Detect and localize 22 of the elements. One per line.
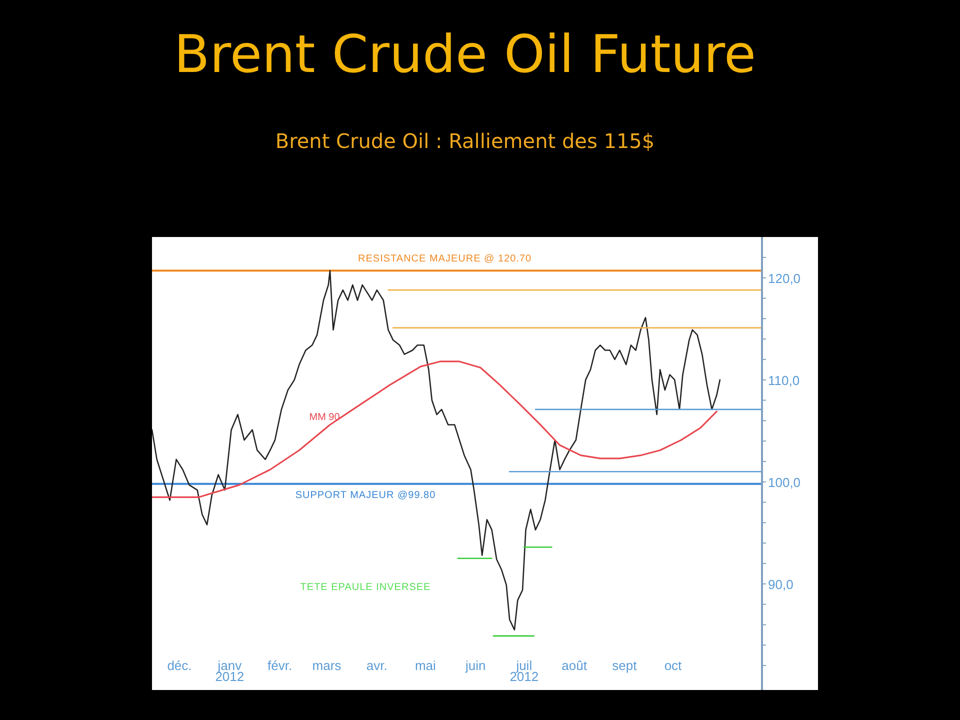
- y-tick-label: 90,0: [768, 576, 794, 592]
- x-tick-label: oct: [664, 658, 682, 673]
- y-tick-label: 100,0: [768, 474, 801, 490]
- chart-title: Brent Crude Oil Future: [174, 25, 756, 85]
- x-tick-label: juil 2012: [510, 658, 539, 684]
- x-tick-label: déc.: [167, 658, 192, 673]
- line-series: [152, 270, 721, 630]
- x-tick-label: avr.: [366, 658, 388, 673]
- x-tick-label: août: [562, 658, 588, 673]
- x-tick-label: mai: [414, 658, 436, 673]
- y-tick-label: 110,0: [768, 372, 800, 388]
- annotation: TETE EPAULE INVERSEE: [300, 582, 431, 593]
- y-tick-label: 120,0: [768, 270, 801, 286]
- ref-line-label: SUPPORT MAJEUR @99.80: [295, 490, 436, 501]
- x-tick-label: mars: [312, 658, 342, 673]
- ref-line-label: RESISTANCE MAJEURE @ 120.70: [358, 254, 532, 265]
- chart-subtitle: Brent Crude Oil : Ralliement des 115$: [275, 129, 655, 153]
- x-tick-label: juin: [464, 658, 486, 673]
- line-series: [152, 360, 718, 498]
- x-tick-label: sept: [612, 658, 638, 673]
- x-tick-label: janv 2012: [215, 658, 244, 684]
- x-tick-label: févr.: [268, 658, 292, 673]
